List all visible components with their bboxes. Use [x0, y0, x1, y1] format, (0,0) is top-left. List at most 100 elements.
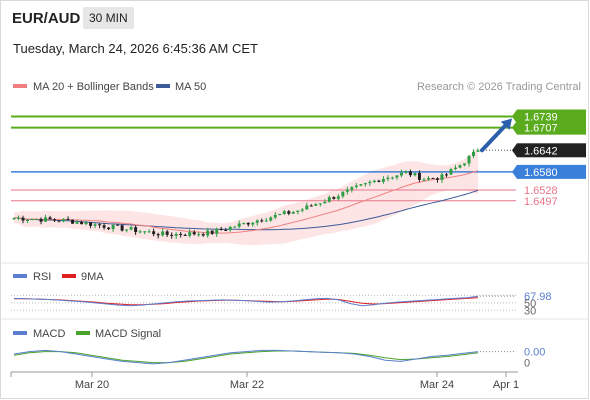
candle — [300, 208, 304, 213]
candle — [309, 204, 313, 207]
candle — [156, 232, 160, 239]
candle — [323, 199, 327, 204]
candle — [93, 222, 97, 229]
candle-body — [134, 227, 138, 233]
candle-body — [89, 222, 93, 226]
candle-body — [129, 227, 133, 230]
candle-body — [345, 189, 349, 192]
candle — [435, 177, 439, 183]
candle — [260, 218, 264, 223]
candle — [354, 183, 358, 189]
candle-body — [422, 179, 426, 181]
candle-body — [102, 225, 106, 228]
candle-body — [161, 231, 165, 236]
candle-body — [125, 229, 129, 231]
ma20-legend-swatch — [13, 84, 27, 88]
candle-body — [152, 231, 156, 235]
x-axis-ticks: Mar 20 Mar 22 Mar 24 Apr 1 — [10, 372, 519, 391]
macd-legend-swatch — [13, 331, 27, 335]
forecast-arrow-shaft — [480, 123, 508, 153]
candle-body — [251, 222, 255, 225]
candle — [336, 194, 340, 201]
candle — [264, 217, 268, 222]
candle — [57, 220, 61, 223]
candle-body — [44, 217, 48, 222]
candle — [125, 229, 129, 233]
datetime-label: Tuesday, March 24, 2026 6:45:36 AM CET — [13, 41, 258, 56]
candle-body — [318, 203, 322, 205]
ma50-legend-label: MA 50 — [175, 81, 206, 93]
candle — [413, 172, 417, 177]
candle-body — [336, 196, 340, 199]
candle — [408, 169, 412, 178]
candle-body — [192, 232, 196, 235]
candle-body — [440, 174, 444, 180]
candle-body — [188, 232, 192, 236]
rsi-ma-legend-label: 9MA — [81, 271, 104, 283]
candle — [102, 223, 106, 230]
candle — [296, 210, 300, 215]
symbol-title: EUR/AUD — [12, 10, 81, 27]
candle-body — [116, 224, 120, 226]
candle-body — [377, 180, 381, 182]
candle-body — [314, 204, 318, 206]
candle — [39, 217, 43, 225]
candle — [467, 154, 471, 167]
candle-body — [62, 218, 66, 222]
candle-body — [147, 231, 151, 233]
candle-body — [413, 172, 417, 176]
rsi-level-50: 50 — [524, 298, 536, 310]
candle — [147, 229, 151, 233]
candle — [422, 177, 426, 182]
research-credit: Research © 2026 Trading Central — [417, 81, 581, 93]
candle — [201, 232, 205, 237]
macd-signal-legend-label: MACD Signal — [95, 328, 161, 340]
candle — [476, 148, 480, 152]
candles — [12, 148, 480, 239]
candle-body — [476, 150, 480, 152]
candle-body — [287, 211, 291, 214]
macd-legend-label: MACD — [33, 328, 65, 340]
candle-body — [372, 180, 376, 182]
candle-body — [84, 222, 88, 225]
candle-body — [75, 222, 79, 224]
rsi-legend-swatch — [13, 274, 27, 278]
candle-body — [206, 230, 210, 236]
candle-body — [143, 231, 147, 233]
candle — [228, 226, 232, 232]
candle-body — [111, 224, 115, 230]
ma20-line — [13, 170, 479, 234]
candle — [179, 231, 183, 238]
candle — [152, 228, 156, 237]
candle — [363, 182, 367, 187]
candle-body — [210, 230, 214, 234]
rsi-ma-legend-swatch — [62, 274, 76, 278]
candle-body — [291, 212, 295, 214]
level-badge-pointer — [512, 164, 517, 179]
candle — [237, 220, 241, 229]
candle-body — [444, 174, 448, 176]
candle — [273, 212, 277, 220]
candle-body — [395, 175, 399, 178]
candle-body — [48, 217, 52, 220]
candle-body — [282, 211, 286, 215]
candle — [287, 209, 291, 216]
candle-body — [381, 179, 385, 182]
candle — [26, 219, 30, 224]
candle — [80, 220, 84, 225]
candle — [44, 214, 48, 223]
candle — [305, 202, 309, 210]
x-tick-label: Apr 1 — [493, 379, 519, 391]
level-badge-box — [517, 143, 586, 158]
candle — [116, 224, 120, 226]
candle-body — [278, 214, 282, 216]
candle-body — [404, 171, 408, 173]
rsi-pane: RSI 9MA 67.98 70 50 30 — [11, 271, 552, 317]
level-badge-box — [517, 164, 586, 179]
candle-body — [386, 177, 390, 180]
interval-button[interactable]: 30 MIN — [83, 7, 134, 29]
candle-body — [260, 220, 264, 222]
candle-body — [66, 218, 70, 220]
candle — [269, 216, 273, 222]
